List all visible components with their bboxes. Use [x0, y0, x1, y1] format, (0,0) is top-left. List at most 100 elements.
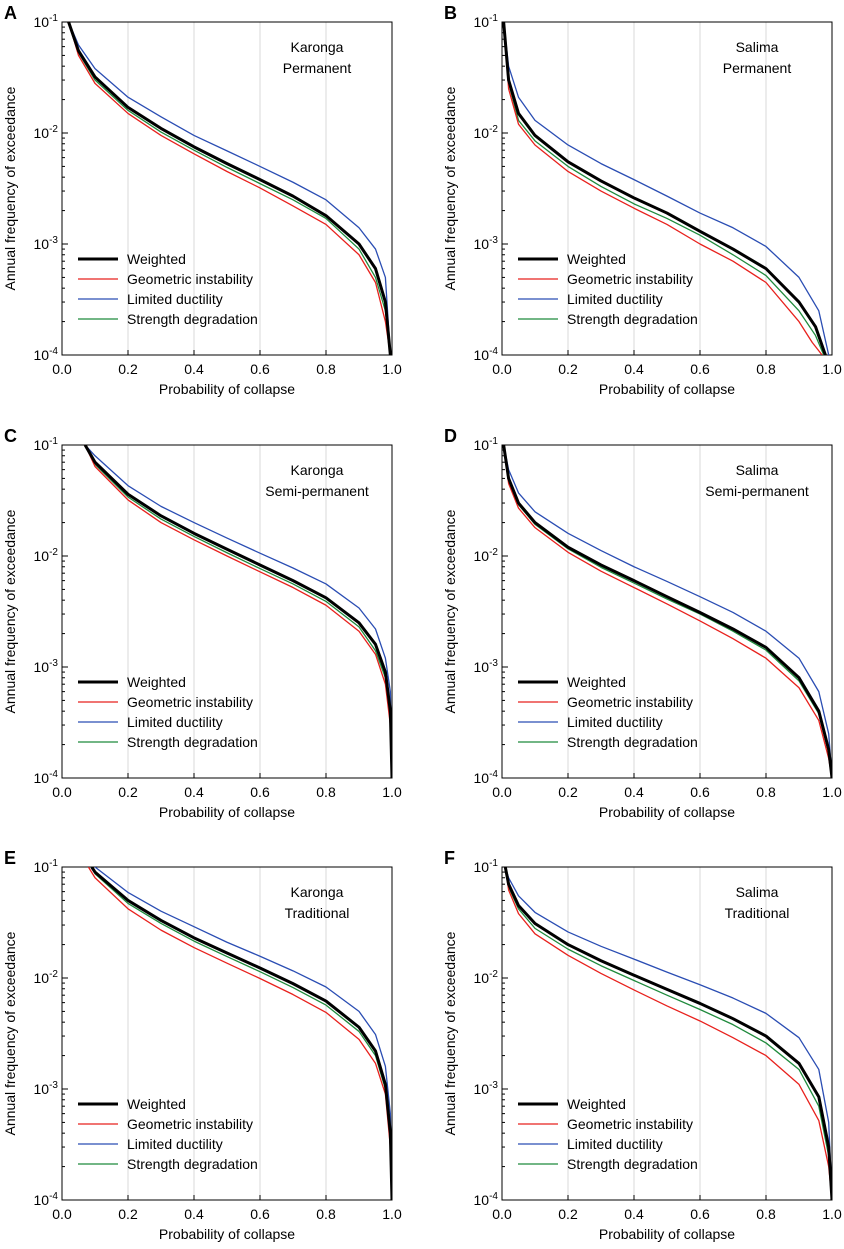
- panel-b-x-axis-label: Probability of collapse: [599, 381, 735, 397]
- panel-a-series-limited-ductility: [68, 22, 391, 355]
- panel-f-x-tick-label: 1.0: [822, 1206, 842, 1222]
- panel-f: F 0.0 0.2 0.4 0.6 0.8 1.0 10-1 10-2 10-3 10-4 Proba…: [442, 848, 842, 1242]
- panel-d-x-tick-label: 0.0: [492, 784, 512, 800]
- panel-c-legend-label: Strength degradation: [127, 734, 258, 750]
- panel-b-x-tick-label: 0.8: [756, 361, 776, 377]
- panel-d: D 0.0 0.2 0.4 0.6 0.8 1.0 10-1 10-2 10-3 10-4 Proba…: [442, 426, 842, 820]
- panel-d-legend-label: Geometric instability: [567, 694, 693, 710]
- panel-b-legend-label: Strength degradation: [567, 311, 698, 327]
- panel-a: A 0.0 0.2 0.4 0.6 0.8 1.0 10-1 10-2 10-3 10-4 Proba…: [2, 3, 402, 397]
- panel-f-x-tick-label: 0.4: [624, 1206, 644, 1222]
- panel-a-y-tick-label: 10-1: [34, 13, 59, 30]
- panel-d-y-tick-label: 10-1: [474, 436, 499, 453]
- panel-f-x-tick-label: 0.0: [492, 1206, 512, 1222]
- panel-a-x-tick-label: 1.0: [382, 361, 402, 377]
- panel-c-legend-label: Geometric instability: [127, 694, 253, 710]
- panel-b-type-label: Permanent: [723, 60, 792, 76]
- panel-e-x-tick-label: 0.8: [316, 1206, 336, 1222]
- panel-c: C 0.0 0.2 0.4 0.6 0.8 1.0 10-1 10-2 10-3 10-4 Proba…: [2, 426, 402, 820]
- panel-a-type-label: Permanent: [283, 60, 352, 76]
- panel-f-legend-label: Limited ductility: [567, 1136, 663, 1152]
- panel-e-x-tick-label: 0.6: [250, 1206, 270, 1222]
- panel-e-series-weighted: [90, 867, 392, 1200]
- panel-e-location-label: Karonga: [291, 884, 344, 900]
- panel-c-x-axis-label: Probability of collapse: [159, 804, 295, 820]
- panel-a-x-tick-label: 0.6: [250, 361, 270, 377]
- panel-a-x-tick-label: 0.0: [52, 361, 72, 377]
- panel-b-series-limited-ductility: [503, 22, 830, 355]
- panel-b-y-tick-label: 10-2: [474, 124, 499, 141]
- panel-e-legend-label: Strength degradation: [127, 1156, 258, 1172]
- panel-d-y-axis-label: Annual frequency of exceedance: [442, 509, 458, 713]
- panel-f-letter: F: [444, 848, 455, 868]
- panel-d-x-tick-label: 0.2: [558, 784, 578, 800]
- panel-b-legend-label: Limited ductility: [567, 291, 663, 307]
- panel-d-series-weighted: [502, 445, 832, 778]
- panel-a-series-geometric-instability: [67, 22, 391, 355]
- panel-c-series-weighted: [83, 445, 392, 778]
- panel-f-x-tick-label: 0.6: [690, 1206, 710, 1222]
- panel-c-x-tick-label: 0.6: [250, 784, 270, 800]
- panel-a-series-strength-degradation: [67, 22, 391, 355]
- panel-f-y-tick-label: 10-4: [474, 1191, 499, 1208]
- panel-f-legend-label: Geometric instability: [567, 1116, 693, 1132]
- panel-d-series-geometric-instability: [503, 445, 832, 778]
- panel-a-series-weighted: [67, 22, 392, 355]
- panel-a-location-label: Karonga: [291, 39, 344, 55]
- panel-f-series-limited-ductility: [504, 867, 832, 1200]
- panel-c-series-geometric-instability: [84, 445, 392, 778]
- panel-b-y-tick-label: 10-3: [474, 235, 499, 252]
- panel-b-series-weighted: [502, 22, 827, 355]
- panel-c-x-tick-label: 0.4: [184, 784, 204, 800]
- panel-d-letter: D: [444, 426, 457, 446]
- panel-c-y-tick-label: 10-3: [34, 658, 59, 675]
- panel-a-x-tick-label: 0.4: [184, 361, 204, 377]
- panel-a-y-tick-label: 10-4: [34, 346, 59, 363]
- panel-d-x-tick-label: 1.0: [822, 784, 842, 800]
- panel-b-y-axis-label: Annual frequency of exceedance: [442, 86, 458, 290]
- panel-d-x-axis-label: Probability of collapse: [599, 804, 735, 820]
- panel-c-location-label: Karonga: [291, 462, 344, 478]
- panel-b-series-geometric-instability: [503, 22, 823, 355]
- panel-b: B 0.0 0.2 0.4 0.6 0.8 1.0 10-1 10-2 10-3 10-4 Proba…: [442, 3, 842, 397]
- panel-a-letter: A: [4, 3, 17, 23]
- panel-e-y-axis-label: Annual frequency of exceedance: [2, 931, 18, 1135]
- panel-e-legend-label: Weighted: [127, 1096, 186, 1112]
- panel-c-legend-label: Limited ductility: [127, 714, 223, 730]
- panel-a-legend-label: Geometric instability: [127, 271, 253, 287]
- panel-e-series-limited-ductility: [94, 867, 392, 1200]
- panel-f-y-tick-label: 10-2: [474, 969, 499, 986]
- panel-d-y-tick-label: 10-2: [474, 547, 499, 564]
- panel-b-series-strength-degradation: [503, 22, 825, 355]
- panel-f-series-geometric-instability: [504, 867, 832, 1200]
- panel-e-x-tick-label: 0.4: [184, 1206, 204, 1222]
- panel-d-type-label: Semi-permanent: [705, 483, 809, 499]
- panel-c-y-tick-label: 10-2: [34, 547, 59, 564]
- panel-c-frame: [61, 444, 393, 779]
- panel-c-y-axis-label: Annual frequency of exceedance: [2, 509, 18, 713]
- panel-b-x-tick-label: 0.2: [558, 361, 578, 377]
- panel-e-type-label: Traditional: [285, 905, 350, 921]
- panel-d-y-tick-label: 10-3: [474, 658, 499, 675]
- panel-f-y-axis-label: Annual frequency of exceedance: [442, 931, 458, 1135]
- panel-d-x-tick-label: 0.6: [690, 784, 710, 800]
- panel-a-y-tick-label: 10-3: [34, 235, 59, 252]
- panel-d-legend-label: Strength degradation: [567, 734, 698, 750]
- panel-c-x-tick-label: 0.8: [316, 784, 336, 800]
- panel-b-x-tick-label: 1.0: [822, 361, 842, 377]
- panel-c-type-label: Semi-permanent: [265, 483, 369, 499]
- panel-f-y-tick-label: 10-1: [474, 858, 499, 875]
- panel-f-x-tick-label: 0.2: [558, 1206, 578, 1222]
- panel-e-y-tick-label: 10-2: [34, 969, 59, 986]
- panel-e-frame: [61, 866, 393, 1201]
- panel-e: E 0.0 0.2 0.4 0.6 0.8 1.0 10-1 10-2 10-3 10-4 Proba…: [2, 848, 402, 1242]
- panel-d-location-label: Salima: [736, 462, 779, 478]
- panel-f-x-tick-label: 0.8: [756, 1206, 776, 1222]
- panel-e-y-tick-label: 10-3: [34, 1080, 59, 1097]
- panel-e-legend-label: Geometric instability: [127, 1116, 253, 1132]
- panel-f-type-label: Traditional: [725, 905, 790, 921]
- panel-a-x-axis-label: Probability of collapse: [159, 381, 295, 397]
- panel-b-legend-label: Geometric instability: [567, 271, 693, 287]
- panel-c-series-limited-ductility: [84, 445, 392, 778]
- panel-e-x-axis-label: Probability of collapse: [159, 1226, 295, 1242]
